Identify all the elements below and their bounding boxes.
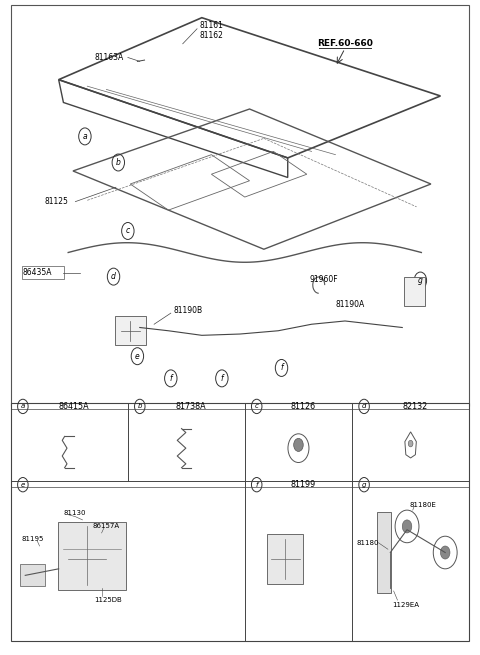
Text: 81126: 81126 <box>291 402 316 411</box>
FancyBboxPatch shape <box>20 564 45 586</box>
FancyBboxPatch shape <box>11 5 469 405</box>
Text: 81161: 81161 <box>199 21 223 30</box>
Text: 91960F: 91960F <box>309 275 338 284</box>
Text: g: g <box>362 481 366 488</box>
Text: e: e <box>21 481 25 488</box>
Text: e: e <box>135 352 140 361</box>
Text: 81180E: 81180E <box>409 502 436 508</box>
Text: 81190B: 81190B <box>173 306 202 315</box>
Text: 82132: 82132 <box>403 402 428 411</box>
Circle shape <box>402 520 412 533</box>
Text: 81195: 81195 <box>22 536 44 542</box>
Text: 86157A: 86157A <box>92 523 119 529</box>
FancyBboxPatch shape <box>115 316 145 345</box>
Text: d: d <box>362 403 366 409</box>
Circle shape <box>408 440 413 447</box>
FancyBboxPatch shape <box>22 266 64 279</box>
Text: 81163A: 81163A <box>95 53 124 62</box>
Text: b: b <box>116 158 121 167</box>
Text: f: f <box>220 374 223 383</box>
Text: f: f <box>169 374 172 383</box>
Text: a: a <box>21 403 25 409</box>
Text: 81130: 81130 <box>63 510 86 516</box>
Text: c: c <box>255 403 259 409</box>
Text: 1125DB: 1125DB <box>95 597 122 603</box>
Text: g: g <box>418 276 423 285</box>
Text: f: f <box>255 481 258 488</box>
Text: 86415A: 86415A <box>59 402 89 411</box>
Text: 1129EA: 1129EA <box>393 602 420 608</box>
Circle shape <box>441 546 450 559</box>
FancyBboxPatch shape <box>11 403 469 641</box>
Text: 81190A: 81190A <box>336 300 365 309</box>
FancyBboxPatch shape <box>267 534 303 584</box>
Text: 81125: 81125 <box>44 197 68 206</box>
FancyBboxPatch shape <box>377 512 391 593</box>
Text: d: d <box>111 272 116 281</box>
Text: 86435A: 86435A <box>23 268 52 277</box>
Circle shape <box>294 438 303 451</box>
FancyBboxPatch shape <box>404 277 425 306</box>
Text: 81162: 81162 <box>199 31 223 40</box>
Text: a: a <box>83 132 87 141</box>
Text: b: b <box>138 403 142 409</box>
Text: REF.60-660: REF.60-660 <box>317 39 373 48</box>
Text: 81738A: 81738A <box>176 402 206 411</box>
FancyBboxPatch shape <box>58 522 126 590</box>
Text: c: c <box>126 227 130 235</box>
Text: 81199: 81199 <box>290 480 316 489</box>
Text: f: f <box>280 364 283 373</box>
Text: 81180: 81180 <box>357 540 379 546</box>
